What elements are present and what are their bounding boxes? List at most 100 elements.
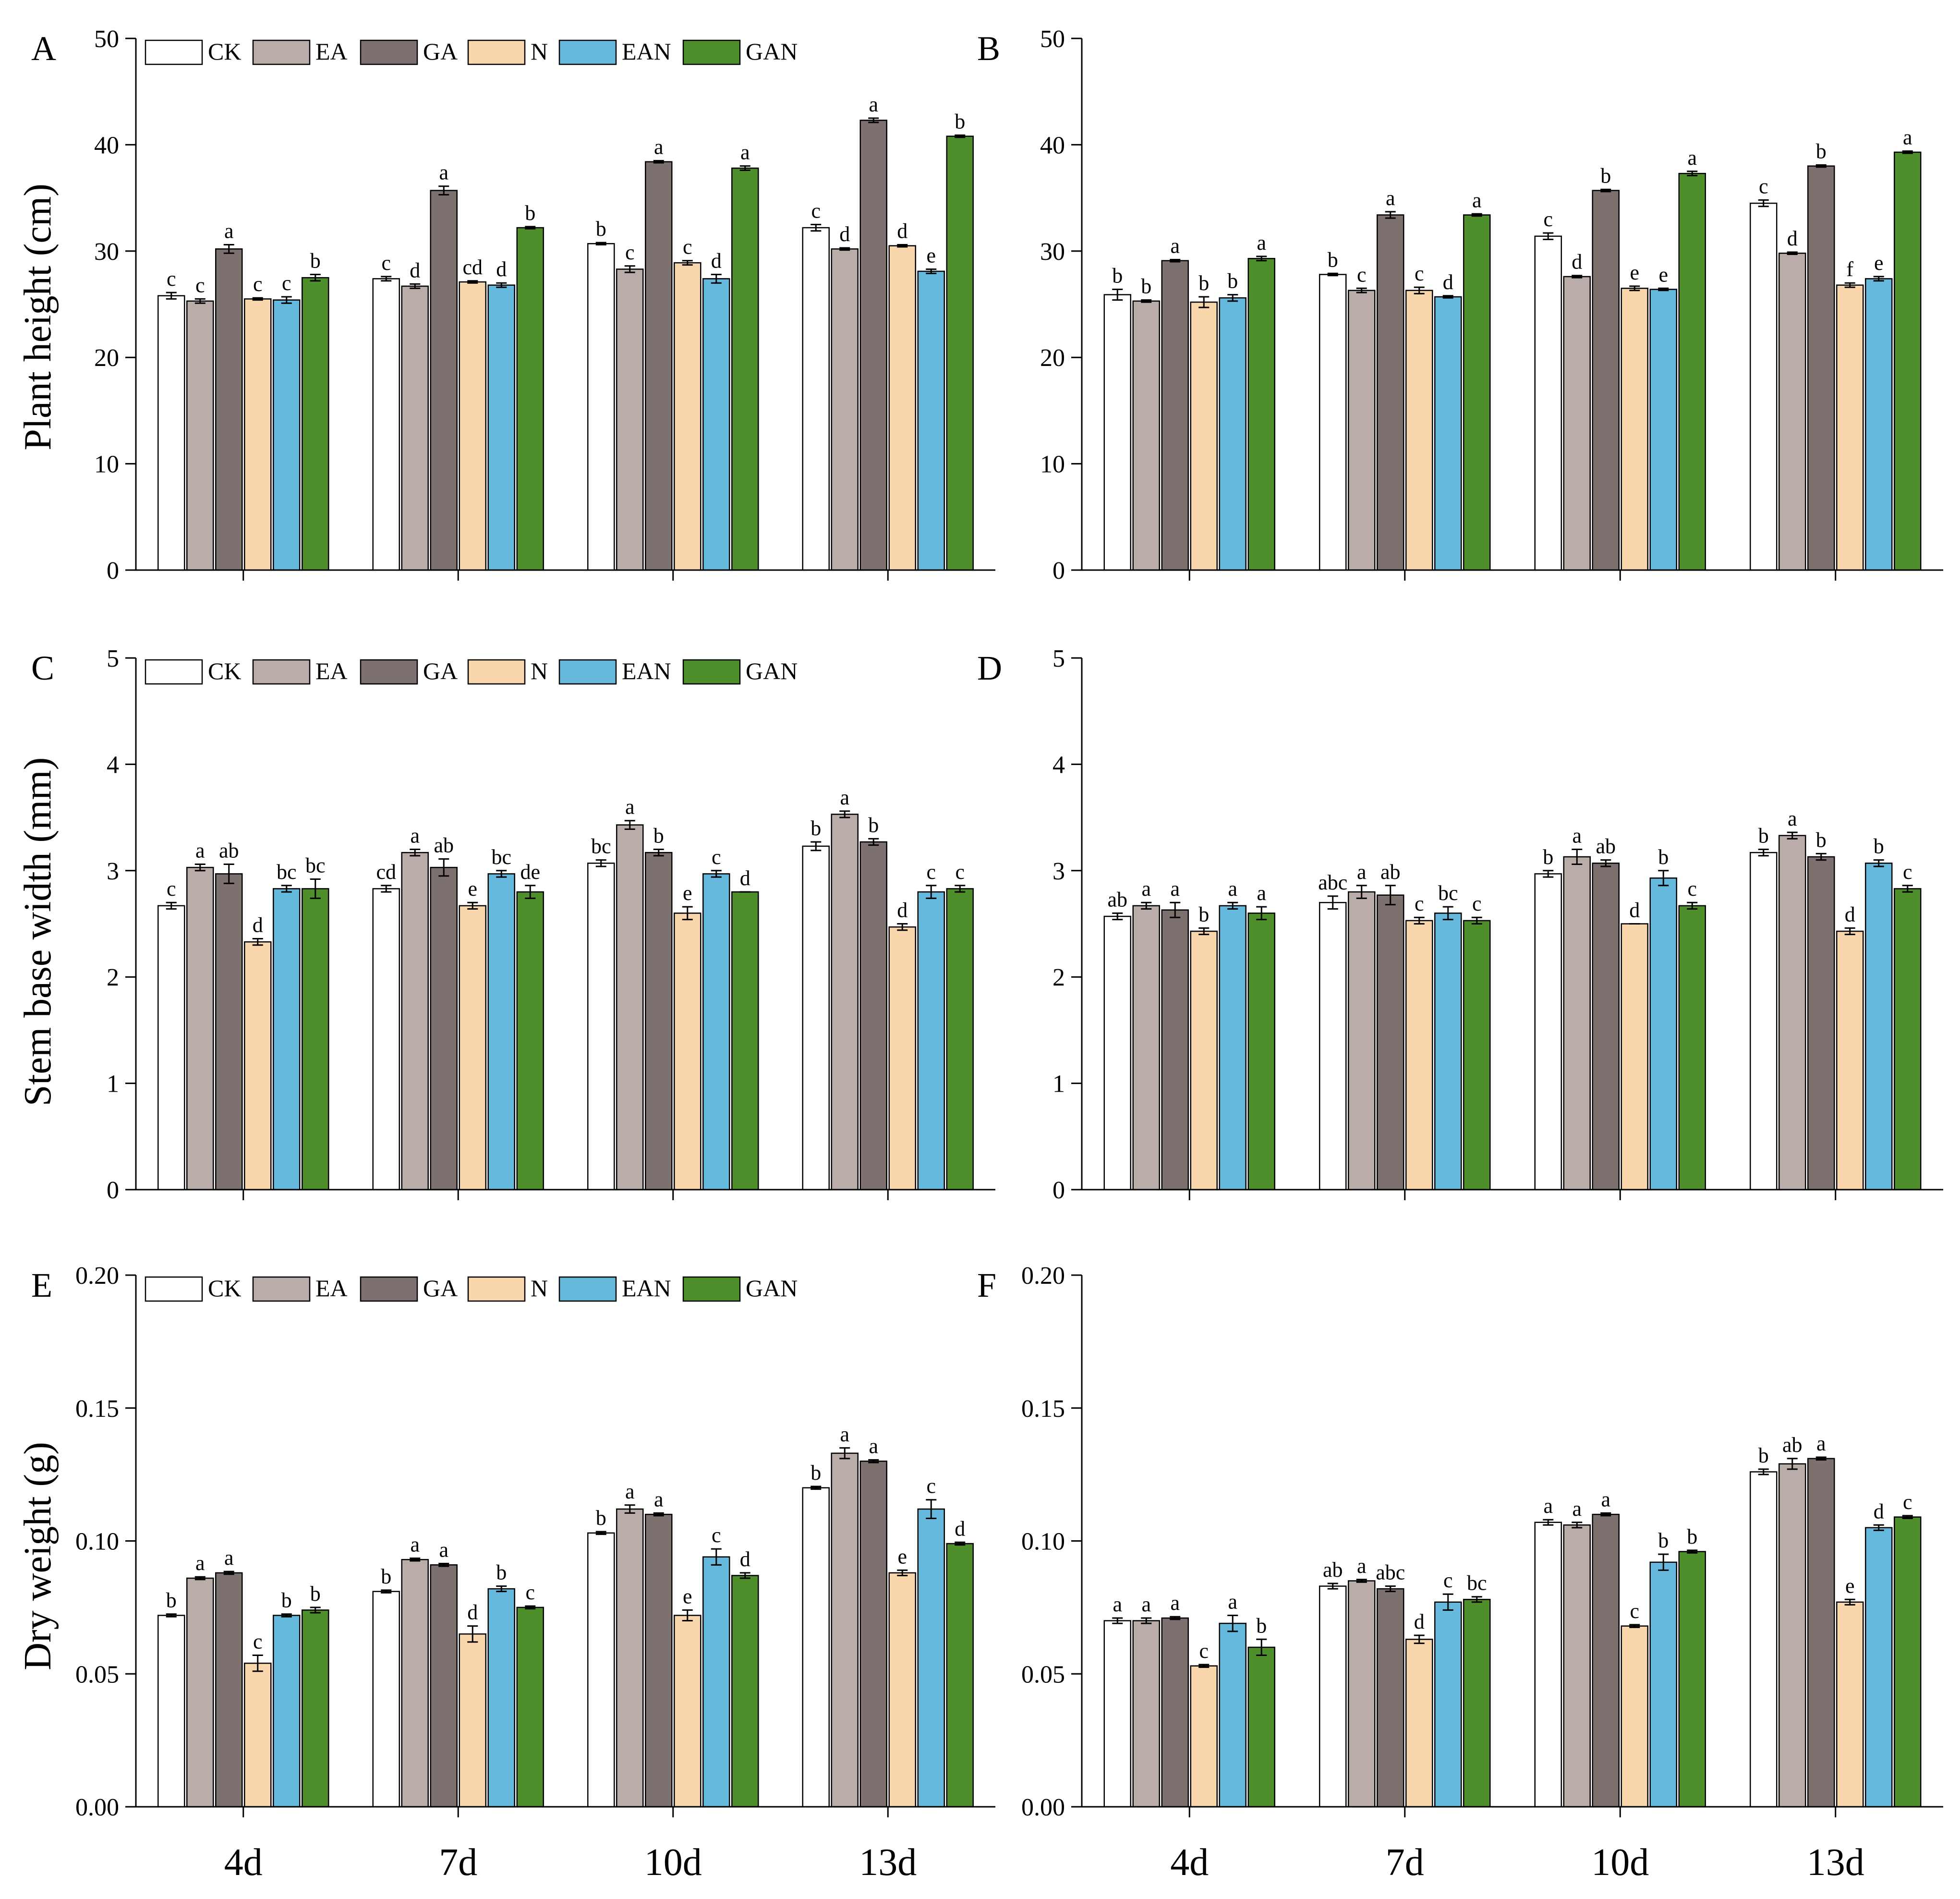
significance-letter: a: [195, 839, 205, 863]
bar-ea-10d: [1563, 276, 1591, 571]
legend-label-ean: EAN: [622, 657, 671, 684]
bar-ck-13d: [802, 845, 830, 1191]
legend-label-n: N: [531, 1275, 548, 1302]
bar-ck-13d: [1750, 202, 1778, 571]
significance-letter: a: [1228, 1590, 1237, 1613]
significance-letter: bc: [277, 860, 297, 884]
significance-letter: a: [654, 135, 664, 159]
bar-ean-10d: [702, 1556, 730, 1808]
bar-ean-7d: [487, 873, 515, 1191]
significance-letter: b: [1543, 845, 1553, 869]
bar-ea-13d: [1779, 1463, 1806, 1808]
legend-swatch-gan: [682, 1276, 741, 1302]
bar-ean-4d: [273, 1615, 301, 1808]
legend-label-ck: CK: [208, 657, 241, 684]
bar-ga-7d: [430, 1564, 458, 1808]
significance-letter: d: [1443, 270, 1453, 294]
significance-letter: b: [955, 110, 965, 133]
bar-ck-7d: [1319, 1585, 1347, 1808]
y-tick-label: 20: [94, 344, 119, 372]
bar-ean-13d: [917, 270, 945, 571]
significance-letter: a: [1257, 881, 1266, 905]
significance-letter: a: [1572, 1497, 1582, 1521]
significance-letter: c: [811, 199, 821, 222]
significance-letter: b: [1816, 139, 1827, 163]
bar-ga-4d: [1161, 260, 1189, 571]
significance-letter: b: [310, 249, 321, 273]
significance-letter: c: [167, 267, 176, 291]
bar-ea-10d: [1563, 856, 1591, 1191]
bar-ean-13d: [1865, 278, 1893, 571]
significance-letter: a: [1141, 877, 1151, 901]
y-tick-label: 0.05: [1021, 1661, 1065, 1688]
x-tick-label: 13d: [1807, 1841, 1864, 1884]
bar-ea-13d: [831, 814, 859, 1191]
significance-letter: a: [1472, 188, 1482, 212]
bar-n-10d: [1621, 1625, 1648, 1808]
bar-n-13d: [888, 245, 916, 571]
bar-ean-4d: [273, 299, 301, 571]
bar-ea-4d: [1132, 905, 1160, 1191]
significance-letter: c: [167, 877, 176, 901]
panel-label: A: [31, 29, 56, 68]
significance-letter: a: [195, 1551, 205, 1575]
bar-ean-10d: [702, 873, 730, 1191]
significance-letter: b: [811, 1461, 821, 1485]
legend: CK EA GA N EAN GAN: [145, 657, 798, 685]
legend-label-ean: EAN: [622, 1275, 671, 1302]
bar-gan-13d: [1894, 888, 1922, 1191]
bar-ea-4d: [186, 866, 214, 1191]
y-tick-label: 1: [107, 1071, 119, 1098]
y-tick-label: 0.20: [75, 1262, 119, 1290]
significance-letter: a: [1816, 1432, 1826, 1455]
significance-letter: a: [1903, 126, 1912, 149]
legend-label-ck: CK: [208, 38, 241, 65]
bar-ea-13d: [831, 248, 859, 571]
x-tick-label: 10d: [644, 1841, 702, 1884]
significance-letter: a: [439, 1538, 448, 1562]
y-tick-label: 5: [107, 645, 119, 672]
row-ylabel-plant-height: Plant height (cm): [17, 183, 59, 450]
significance-letter: c: [926, 860, 936, 884]
x-tick-label: 7d: [1386, 1841, 1424, 1884]
bar-ea-4d: [186, 1577, 214, 1808]
bar-ck-4d: [1103, 915, 1131, 1191]
significance-letter: c: [712, 845, 721, 869]
bar-ga-10d: [1592, 1513, 1620, 1808]
legend: CK EA GA N EAN GAN: [145, 38, 798, 65]
significance-letter: a: [1141, 1593, 1151, 1616]
bar-ck-7d: [1319, 901, 1347, 1191]
bar-gan-13d: [1894, 151, 1922, 571]
significance-letter: c: [926, 1474, 936, 1498]
bar-ga-7d: [430, 190, 458, 571]
significance-letter: a: [1386, 186, 1395, 210]
significance-letter: ab: [1323, 1558, 1343, 1582]
bar-ck-4d: [157, 905, 185, 1191]
x-tick-label: 7d: [439, 1841, 477, 1884]
significance-letter: ab: [1107, 888, 1127, 911]
x-tick-label: 13d: [859, 1841, 917, 1884]
legend-swatch-n: [467, 659, 526, 685]
significance-letter: e: [1874, 251, 1884, 275]
bar-ga-7d: [1377, 214, 1404, 571]
significance-letter: b: [1328, 248, 1338, 271]
x-tick-label: 10d: [1591, 1841, 1649, 1884]
bar-n-13d: [1836, 930, 1864, 1191]
legend-label-ck: CK: [208, 1275, 241, 1302]
significance-letter: a: [1170, 1591, 1180, 1615]
bar-ea-7d: [1348, 1580, 1376, 1808]
significance-letter: bc: [1467, 1571, 1487, 1595]
significance-letter: b: [1198, 902, 1209, 926]
y-tick-label: 0: [107, 1177, 119, 1204]
bar-ean-10d: [1649, 1561, 1677, 1808]
significance-letter: b: [166, 1589, 177, 1612]
bar-n-10d: [674, 262, 702, 571]
significance-letter: abc: [1376, 1561, 1405, 1584]
bar-gan-7d: [1463, 214, 1491, 571]
row-ylabel-stem-base-width: Stem base width (mm): [17, 757, 59, 1107]
x-tick-label: 4d: [224, 1841, 263, 1884]
significance-letter: a: [1357, 860, 1367, 884]
significance-letter: c: [1199, 1639, 1209, 1663]
